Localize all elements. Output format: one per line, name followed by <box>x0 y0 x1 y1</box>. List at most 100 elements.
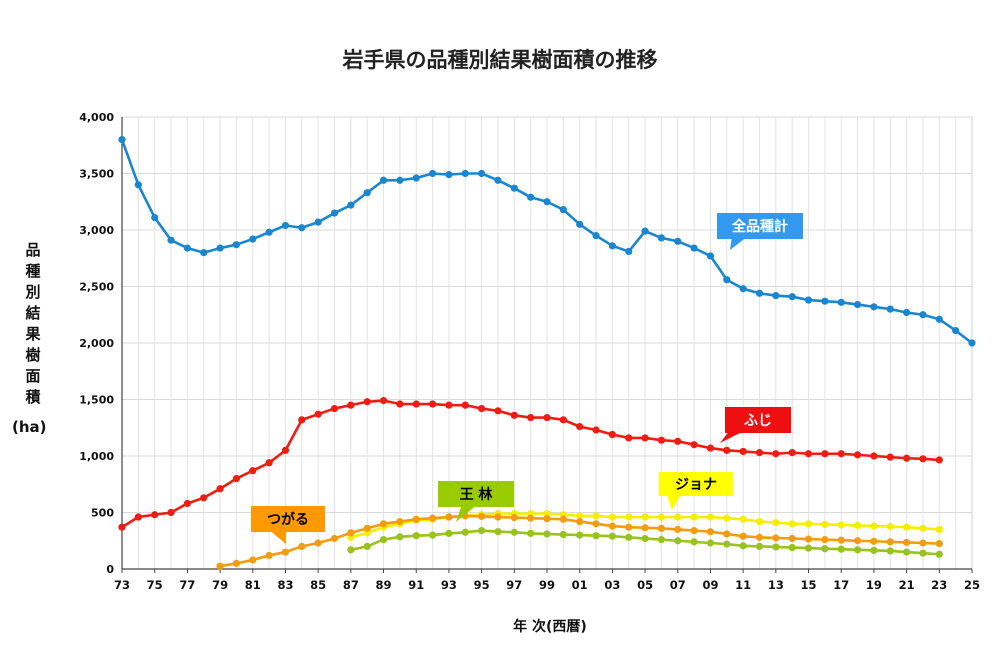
data-point <box>919 311 927 319</box>
data-point <box>478 404 486 413</box>
callout-box <box>717 213 803 239</box>
data-point <box>739 447 747 456</box>
x-tick-label: 25 <box>964 578 980 592</box>
data-point <box>886 538 894 546</box>
data-point <box>183 499 191 508</box>
x-tick-label: 15 <box>801 578 817 592</box>
data-point <box>952 326 960 335</box>
data-point <box>821 297 829 305</box>
data-point <box>543 515 551 523</box>
data-point <box>428 531 437 539</box>
data-point <box>903 538 911 547</box>
axes: 0 500 1,000 1,500 2,000 2,500 3,000 3,500 4,000 7… <box>79 111 980 592</box>
data-point <box>837 536 845 544</box>
y-tick-label: 3,000 <box>79 224 114 237</box>
data-point <box>625 434 633 442</box>
data-point <box>755 533 764 541</box>
data-point <box>347 401 355 409</box>
data-point <box>641 434 649 442</box>
data-point <box>330 209 339 217</box>
data-point <box>739 515 747 523</box>
data-point <box>559 416 567 424</box>
data-point <box>739 532 747 540</box>
data-point <box>755 289 764 297</box>
data-point <box>167 508 175 517</box>
data-point <box>755 449 764 457</box>
series-callout: つがる <box>251 506 325 544</box>
data-point <box>232 475 241 483</box>
y-tick-label: 0 <box>106 563 114 576</box>
x-tick-label: 05 <box>637 578 653 592</box>
data-point <box>298 416 306 424</box>
data-point <box>935 456 943 464</box>
data-point <box>314 218 322 226</box>
x-tick-label: 95 <box>474 578 490 592</box>
data-point <box>347 546 355 554</box>
data-point <box>363 398 371 406</box>
data-point <box>363 189 371 197</box>
data-point <box>772 543 780 551</box>
data-point <box>641 534 649 543</box>
data-point <box>494 407 502 415</box>
data-point <box>657 436 666 444</box>
x-tick-label: 03 <box>604 578 620 592</box>
data-point <box>183 244 191 252</box>
data-point <box>396 517 404 526</box>
callout-pointer <box>268 529 286 544</box>
grid <box>121 116 973 570</box>
series-0 <box>118 136 976 347</box>
data-point <box>837 521 845 529</box>
x-tick-label: 17 <box>833 578 849 592</box>
data-point <box>118 136 126 144</box>
data-point <box>281 548 290 556</box>
data-point <box>543 510 551 518</box>
data-point <box>151 213 159 222</box>
data-point <box>363 542 371 551</box>
data-point <box>576 220 584 228</box>
data-point <box>919 549 927 557</box>
data-point <box>330 404 339 413</box>
data-point <box>625 533 633 541</box>
x-tick-label: 07 <box>670 578 686 592</box>
data-point <box>265 228 273 236</box>
series-callout: 王 林 <box>438 481 514 522</box>
data-point <box>592 512 600 520</box>
data-point <box>853 521 862 530</box>
x-tick-label: 21 <box>899 578 915 592</box>
data-point <box>690 513 698 521</box>
x-tick-label: 23 <box>931 578 947 592</box>
data-point <box>592 232 600 240</box>
callout-pointer <box>666 493 682 510</box>
data-point <box>853 451 862 459</box>
data-point <box>706 252 715 260</box>
data-point <box>886 453 894 461</box>
y-tick-label: 1,000 <box>79 450 114 463</box>
data-point <box>968 339 976 347</box>
data-point <box>641 513 649 521</box>
data-point <box>478 169 486 178</box>
data-point <box>412 532 420 540</box>
data-point <box>641 524 649 532</box>
data-point <box>576 531 584 539</box>
data-point <box>412 174 420 182</box>
data-point <box>314 410 322 418</box>
data-point <box>576 423 584 431</box>
data-point <box>706 513 715 521</box>
data-point <box>690 441 698 449</box>
callout-label: 王 林 <box>460 486 493 503</box>
x-tick-label: 87 <box>343 578 359 592</box>
data-point <box>608 513 616 521</box>
data-point <box>232 559 241 567</box>
x-tick-label: 85 <box>310 578 326 592</box>
y-tick-label: 2,500 <box>79 281 114 294</box>
y-tick-label: 2,000 <box>79 337 114 350</box>
data-point <box>935 539 943 548</box>
data-point <box>232 241 241 249</box>
data-point <box>510 184 518 192</box>
data-point <box>249 467 257 475</box>
data-point <box>428 400 437 408</box>
data-point <box>706 528 715 536</box>
data-point <box>510 528 518 536</box>
data-point <box>674 513 682 521</box>
